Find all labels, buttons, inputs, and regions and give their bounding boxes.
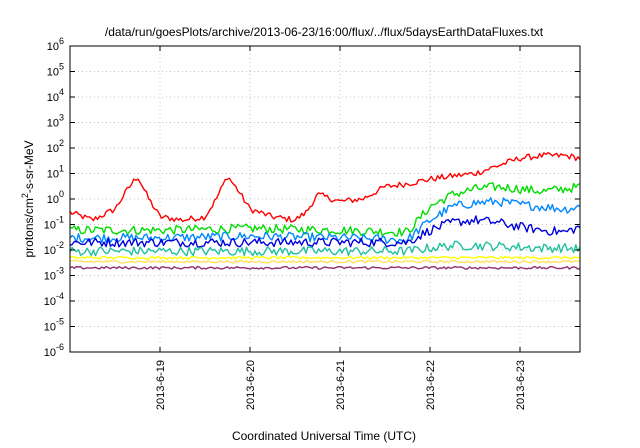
y-tick-label-exponent: 5 bbox=[59, 62, 64, 72]
y-tick-label-exponent: 3 bbox=[59, 113, 64, 123]
y-tick-label: 10-3 bbox=[44, 266, 64, 283]
y-tick-label-exponent: -1 bbox=[56, 215, 64, 225]
x-tick-label: 2013-6-22 bbox=[425, 360, 437, 410]
y-tick-label: 100 bbox=[47, 189, 64, 206]
y-axis-label-sup: 2 bbox=[20, 193, 30, 198]
series-line bbox=[69, 215, 581, 248]
y-tick-label: 10-1 bbox=[44, 215, 64, 232]
y-tick-label-base: 10 bbox=[47, 67, 59, 79]
y-tick-label-base: 10 bbox=[44, 271, 56, 283]
x-tick-label: 2013-6-20 bbox=[245, 360, 257, 410]
x-axis-label: Coordinated Universal Time (UTC) bbox=[232, 429, 416, 443]
y-axis-label: protons/cm2-s-sr-MeV bbox=[20, 140, 36, 257]
y-tick-label-exponent: 4 bbox=[59, 87, 64, 97]
y-tick-label: 103 bbox=[47, 113, 64, 130]
y-tick-label-exponent: -5 bbox=[56, 317, 64, 327]
series-line bbox=[69, 197, 581, 245]
series-line bbox=[69, 259, 581, 264]
y-tick-label-base: 10 bbox=[44, 347, 56, 359]
y-tick-label: 104 bbox=[47, 87, 64, 104]
y-tick-label-base: 10 bbox=[44, 220, 56, 232]
grid-lines bbox=[70, 46, 580, 352]
y-tick-label: 10-6 bbox=[44, 342, 64, 359]
y-tick-label-base: 10 bbox=[47, 41, 59, 53]
y-tick-label-base: 10 bbox=[44, 245, 56, 257]
y-tick-label-exponent: -6 bbox=[56, 342, 64, 352]
y-tick-label: 106 bbox=[47, 36, 64, 53]
y-tick-label-base: 10 bbox=[47, 92, 59, 104]
x-tick-label: 2013-6-23 bbox=[515, 360, 527, 410]
y-tick-label: 10-2 bbox=[44, 240, 64, 257]
series-line bbox=[69, 182, 581, 237]
y-tick-label-exponent: 0 bbox=[59, 189, 64, 199]
y-tick-label: 10-5 bbox=[44, 317, 64, 334]
y-tick-label: 102 bbox=[47, 138, 64, 155]
series-line bbox=[69, 265, 581, 270]
y-tick-label-exponent: 6 bbox=[59, 36, 64, 46]
y-tick-label: 10-4 bbox=[44, 291, 64, 308]
y-tick-label-base: 10 bbox=[44, 296, 56, 308]
y-tick-label-base: 10 bbox=[47, 143, 59, 155]
y-tick-label-exponent: 2 bbox=[59, 138, 64, 148]
series-line bbox=[69, 151, 581, 223]
y-tick-label-exponent: 1 bbox=[59, 164, 64, 174]
x-tick-label: 2013-6-21 bbox=[335, 360, 347, 410]
y-tick-label-exponent: -3 bbox=[56, 266, 64, 276]
y-tick-label-exponent: -2 bbox=[56, 240, 64, 250]
series-lines bbox=[69, 151, 581, 270]
x-tick-label: 2013-6-19 bbox=[155, 360, 167, 410]
chart-title: /data/run/goesPlots/archive/2013-06-23/1… bbox=[105, 25, 544, 39]
y-tick-label-base: 10 bbox=[47, 194, 59, 206]
y-axis-label-base: protons/cm bbox=[22, 198, 36, 257]
y-axis-label-rest: -s-sr-MeV bbox=[22, 140, 36, 193]
y-tick-label: 105 bbox=[47, 62, 64, 79]
y-tick-label-exponent: -4 bbox=[56, 291, 64, 301]
y-tick-label-base: 10 bbox=[47, 169, 59, 181]
series-line bbox=[69, 240, 581, 257]
y-tick-label-base: 10 bbox=[47, 118, 59, 130]
series-line bbox=[69, 255, 581, 260]
y-tick-label-base: 10 bbox=[44, 322, 56, 334]
x-axis-ticks: 2013-6-19 2013-6-20 2013-6-21 2013-6-22 2013… bbox=[155, 46, 527, 410]
y-axis-ticks: 10-610-510-410-310-210-11001011021031041… bbox=[44, 36, 580, 359]
y-tick-label: 101 bbox=[47, 164, 64, 181]
